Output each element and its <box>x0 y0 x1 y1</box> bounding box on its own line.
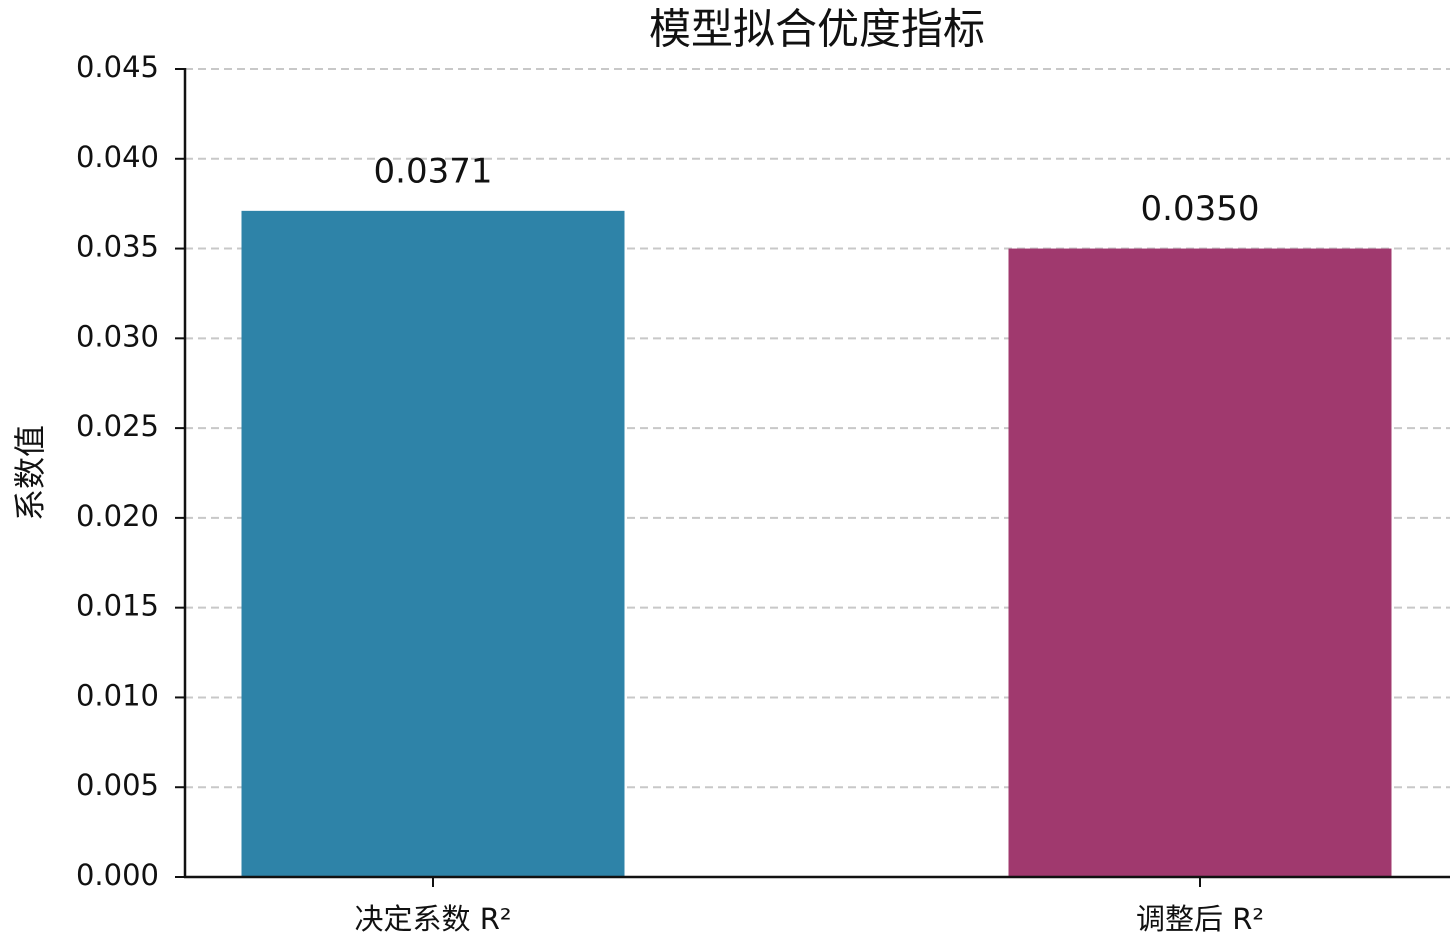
bar <box>1008 248 1392 878</box>
y-tick-label: 0.035 <box>76 230 159 264</box>
y-tick-label: 0.000 <box>76 858 159 892</box>
bar <box>241 210 625 878</box>
y-tick-label: 0.030 <box>76 319 159 353</box>
y-tick-label: 0.020 <box>76 499 159 533</box>
value-label: 0.0371 <box>374 151 493 191</box>
y-axis-label: 系数值 <box>11 425 49 521</box>
x-tick-label: 决定系数 R² <box>355 902 512 936</box>
value-label: 0.0350 <box>1141 189 1260 229</box>
y-tick-label: 0.005 <box>76 768 159 802</box>
x-tick-label: 调整后 R² <box>1136 902 1264 936</box>
y-tick-label: 0.025 <box>76 409 159 443</box>
y-tick-label: 0.045 <box>76 50 159 84</box>
y-tick-label: 0.015 <box>76 589 159 623</box>
chart-title: 模型拟合优度指标 <box>649 5 985 54</box>
y-tick-label: 0.040 <box>76 140 159 174</box>
y-tick-label: 0.010 <box>76 678 159 712</box>
